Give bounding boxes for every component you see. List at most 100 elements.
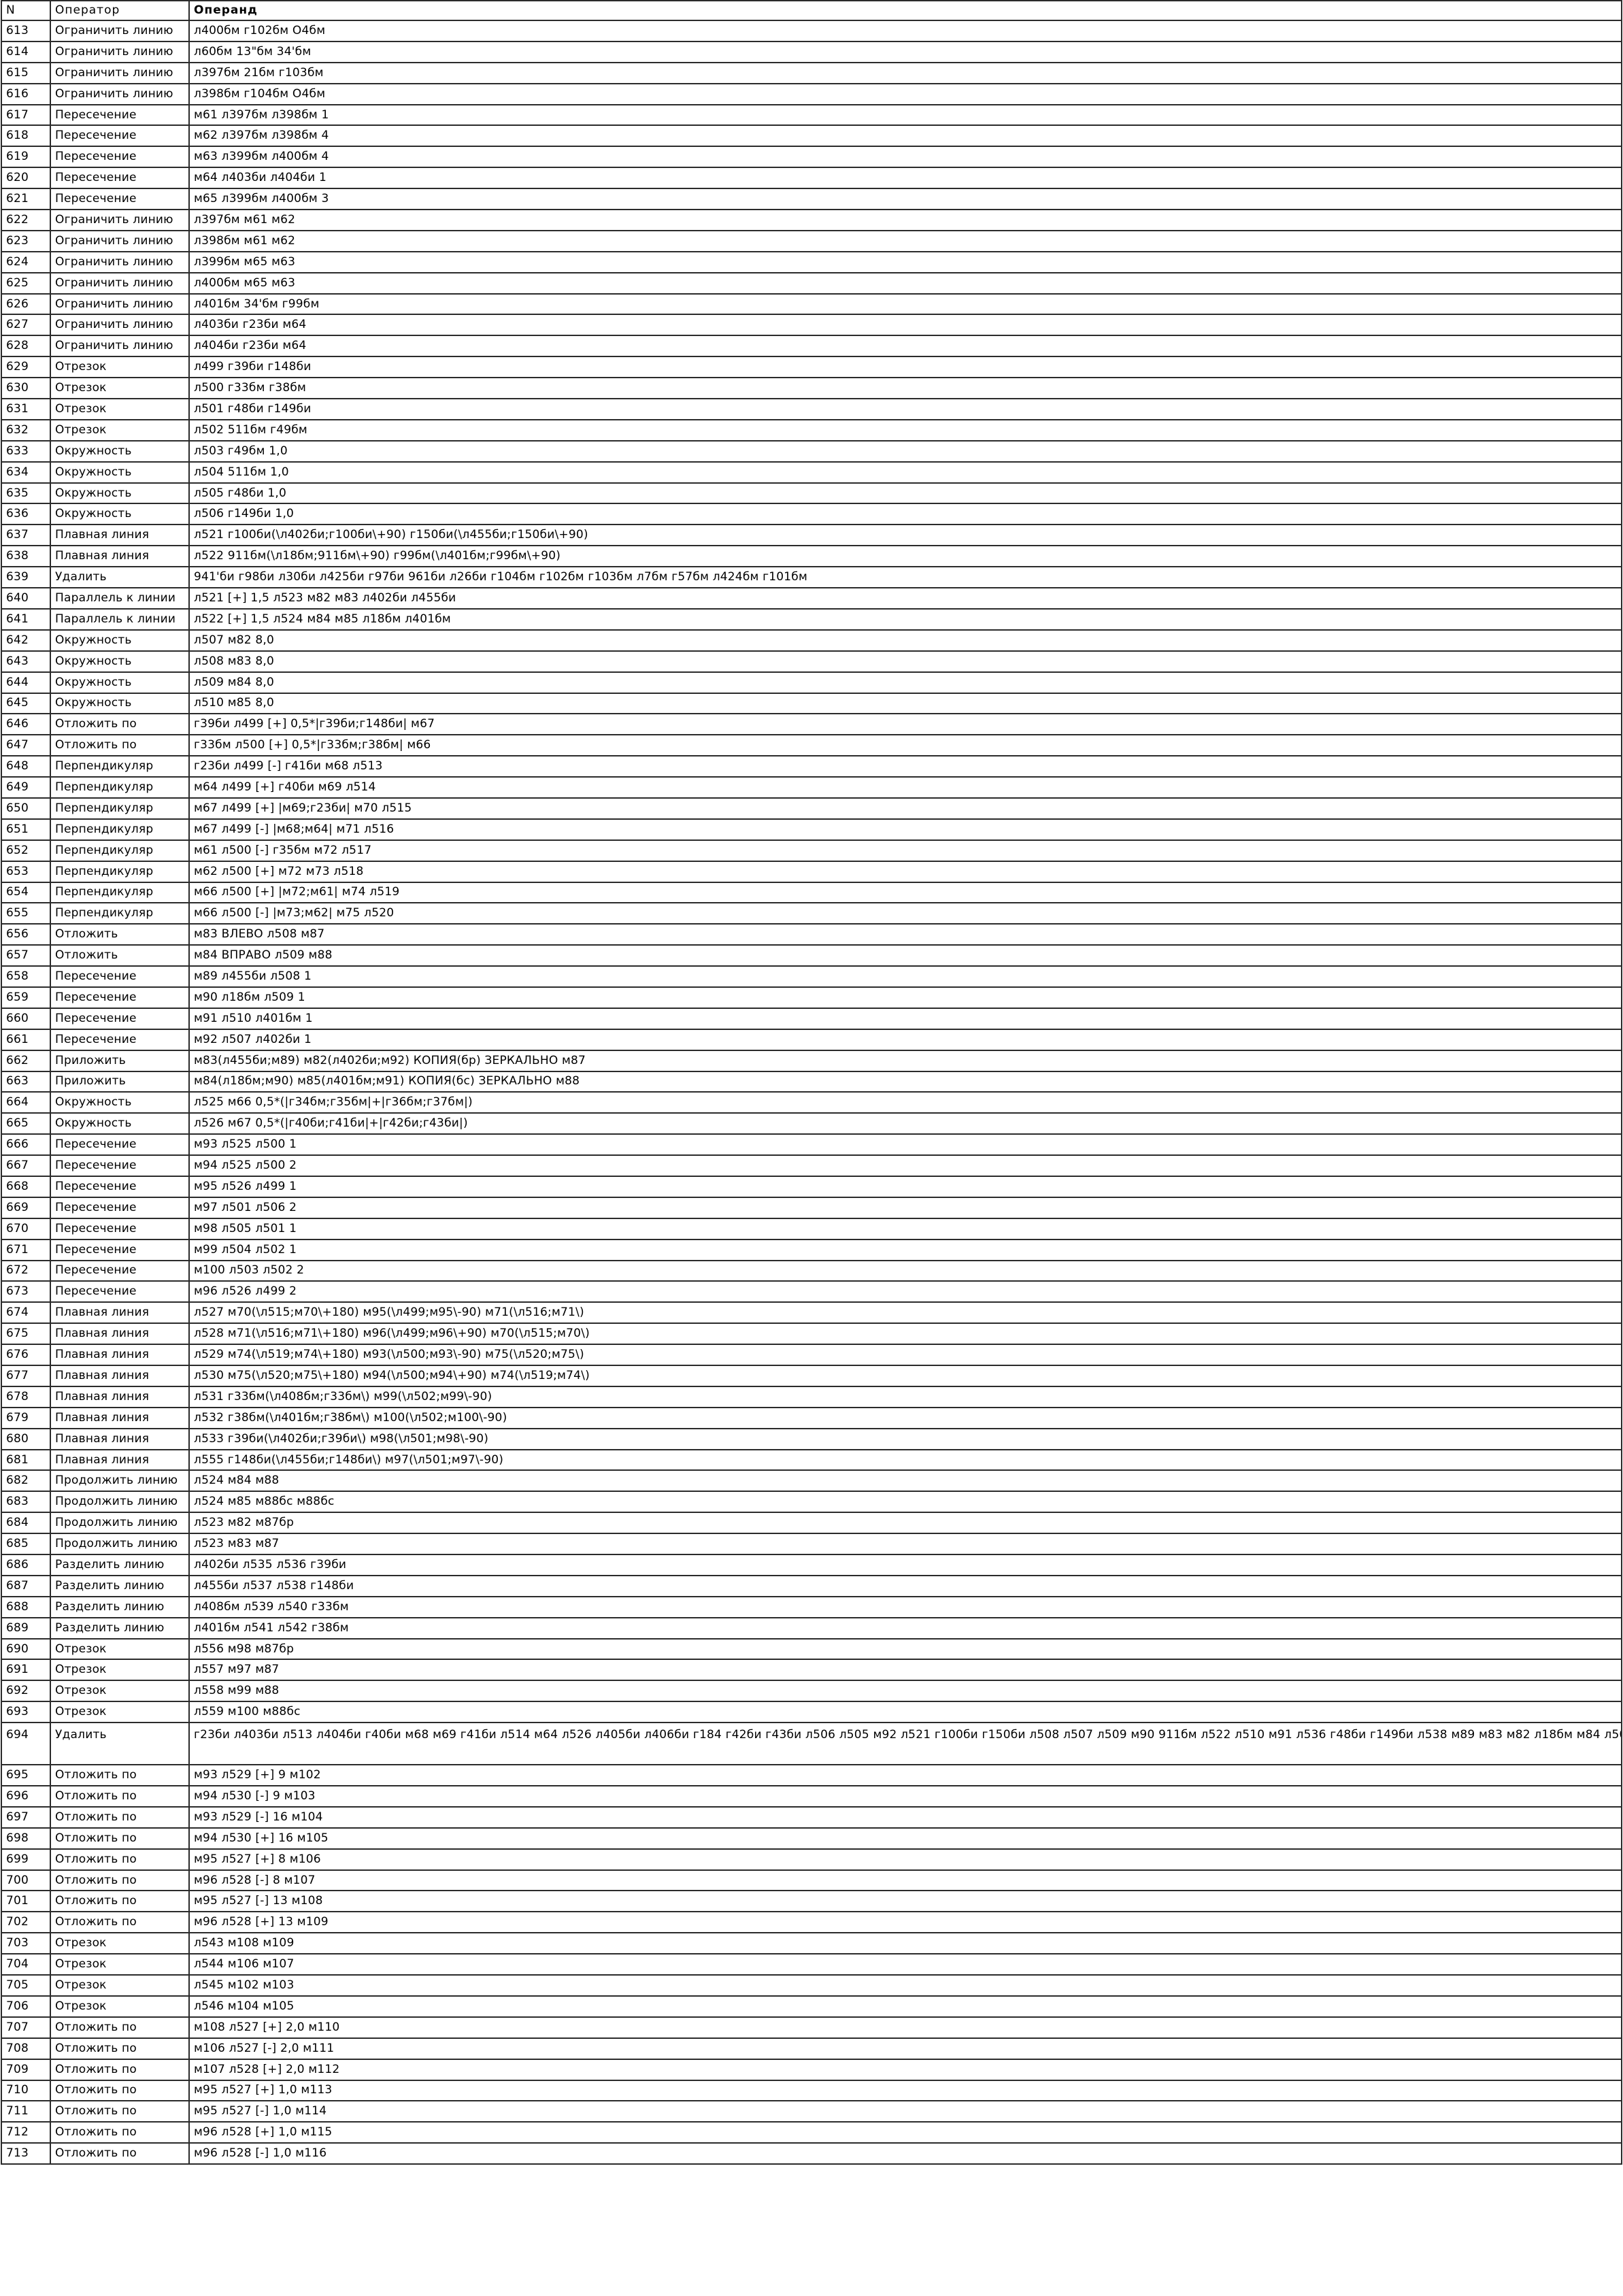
cell-operand[interactable]: м95 л526 л499 1 [188,1175,1622,1198]
cell-number[interactable]: 689 [1,1616,51,1640]
table-row[interactable]: 659 Пересечение м90 л18бм л509 1 [1,986,1622,1009]
cell-number[interactable]: 618 [1,124,51,148]
cell-number[interactable]: 664 [1,1091,51,1114]
cell-operand[interactable]: м93 л529 [-] 16 м104 [188,1806,1622,1829]
table-row[interactable]: 621 Пересечение м65 л399бм л400бм 3 [1,188,1622,211]
table-row[interactable]: 633 Окружность л503 г49бм 1,0 [1,439,1622,463]
table-row[interactable]: 706 Отрезок л546 м104 м105 [1,1995,1622,2018]
cell-operator[interactable]: Плавная линия [50,1448,190,1471]
cell-operator[interactable]: Перпендикуляр [50,797,190,820]
cell-operand[interactable]: л522 [+] 1,5 л524 м84 м85 л18бм л401бм [188,608,1622,631]
table-row[interactable]: 713 Отложить по м96 л528 [-] 1,0 м116 [1,2142,1622,2165]
cell-number[interactable]: 620 [1,167,51,190]
table-row[interactable]: 687 Разделить линию л455би л537 л538 г148б… [1,1574,1622,1597]
cell-operand[interactable]: л398бм м61 м62 [188,229,1622,252]
cell-operator[interactable]: Разделить линию [50,1554,190,1576]
cell-number[interactable]: 644 [1,671,51,694]
cell-number[interactable]: 667 [1,1154,51,1177]
table-row[interactable]: 667 Пересечение м94 л525 л500 2 [1,1154,1622,1177]
cell-number[interactable]: 657 [1,944,51,967]
table-row[interactable]: 684 Продолжить линию л523 м82 м87бр [1,1512,1622,1535]
table-row[interactable]: 689 Разделить линию л401бм л541 л542 г38бм [1,1616,1622,1640]
table-row[interactable]: 692 Отрезок л558 м99 м88 [1,1680,1622,1703]
cell-operator[interactable]: Перпендикуляр [50,755,190,778]
cell-operator[interactable]: Продолжить линию [50,1533,190,1556]
cell-operand[interactable]: л402би л535 л536 г39би [188,1554,1622,1576]
cell-operator[interactable]: Отложить по [50,713,190,736]
table-row[interactable]: 620 Пересечение м64 л403би л404би 1 [1,167,1622,190]
cell-number[interactable]: 672 [1,1259,51,1282]
cell-number[interactable]: 653 [1,860,51,883]
table-row[interactable]: 663 Приложить м84(л18бм;м90) м85(л401бм;м9… [1,1070,1622,1093]
cell-number[interactable]: 613 [1,20,51,42]
cell-operand[interactable]: л558 м99 м88 [188,1680,1622,1703]
cell-operator[interactable]: Отложить по [50,1827,190,1850]
cell-operand[interactable]: л524 м84 м88 [188,1469,1622,1493]
cell-number[interactable]: 673 [1,1280,51,1303]
cell-number[interactable]: 659 [1,986,51,1009]
cell-operator[interactable]: Пересечение [50,965,190,988]
cell-operator[interactable]: Продолжить линию [50,1469,190,1493]
table-row[interactable]: 694 Удалить г23би л403би л513 л404би г40би… [1,1722,1622,1766]
table-row[interactable]: 619 Пересечение м63 л399бм л400бм 4 [1,146,1622,169]
cell-number[interactable]: 629 [1,356,51,379]
cell-operator[interactable]: Пересечение [50,103,190,127]
cell-operator[interactable]: Окружность [50,671,190,694]
cell-operand[interactable]: г39би л499 [+] 0,5*|г39би;г148би| м67 [188,713,1622,736]
table-row[interactable]: 657 Отложить м84 ВПРАВО л509 м88 [1,944,1622,967]
table-row[interactable]: 629 Отрезок л499 г39би г148би [1,356,1622,379]
cell-operand[interactable]: м62 л500 [+] м72 м73 л518 [188,860,1622,883]
cell-operand[interactable]: л398бм г104бм О4бм [188,82,1622,105]
table-row[interactable]: 654 Перпендикуляр м66 л500 [+] |м72;м61| м… [1,881,1622,904]
cell-operand[interactable]: м67 л499 [+] |м69;г23би| м70 л515 [188,797,1622,820]
cell-operator[interactable]: Пересечение [50,1238,190,1261]
cell-operand[interactable]: л545 м102 м103 [188,1974,1622,1997]
cell-operand[interactable]: м94 л530 [-] 9 м103 [188,1785,1622,1808]
cell-operand[interactable]: л397бм 21бм г103бм [188,61,1622,84]
cell-operator[interactable]: Пересечение [50,1028,190,1051]
cell-operand[interactable]: л502 511бм г49бм [188,418,1622,442]
cell-number[interactable]: 635 [1,482,51,505]
table-row[interactable]: 646 Отложить по г39би л499 [+] 0,5*|г39би;… [1,713,1622,736]
table-row[interactable]: 637 Плавная линия л521 г100би(\л402би;г100… [1,524,1622,547]
cell-operator[interactable]: Окружность [50,629,190,652]
cell-operator[interactable]: Окружность [50,1112,190,1135]
cell-operator[interactable]: Удалить [50,566,190,589]
cell-number[interactable]: 655 [1,902,51,925]
cell-operator[interactable]: Ограничить линию [50,293,190,316]
table-row[interactable]: 614 Ограничить линию л60бм 13"бм 34'бм [1,40,1622,63]
cell-operand[interactable]: м66 л500 [+] |м72;м61| м74 л519 [188,881,1622,904]
cell-number[interactable]: 710 [1,2079,51,2102]
table-row[interactable]: 685 Продолжить линию л523 м83 м87 [1,1533,1622,1556]
cell-number[interactable]: 678 [1,1385,51,1408]
cell-operand[interactable]: л401бм 34'бм г99бм [188,293,1622,316]
cell-number[interactable]: 623 [1,229,51,252]
cell-operand[interactable]: л503 г49бм 1,0 [188,439,1622,463]
cell-operator[interactable]: Плавная линия [50,1365,190,1387]
cell-number[interactable]: 632 [1,418,51,442]
table-row[interactable]: 673 Пересечение м96 л526 л499 2 [1,1280,1622,1303]
cell-number[interactable]: 694 [1,1722,51,1766]
cell-number[interactable]: 699 [1,1848,51,1871]
cell-operator[interactable]: Отложить по [50,1869,190,1892]
cell-operator[interactable]: Перпендикуляр [50,839,190,862]
cell-operand[interactable]: м93 л529 [+] 9 м102 [188,1764,1622,1787]
table-row[interactable]: 709 Отложить по м107 л528 [+] 2,0 м112 [1,2058,1622,2081]
cell-number[interactable]: 662 [1,1049,51,1072]
cell-number[interactable]: 651 [1,818,51,841]
cell-operand[interactable]: л525 м66 0,5*(|г34бм;г35бм|+|г36бм;г37бм… [188,1091,1622,1114]
table-row[interactable]: 648 Перпендикуляр г23би л499 [-] г41би м68… [1,755,1622,778]
cell-number[interactable]: 617 [1,103,51,127]
cell-operator[interactable]: Окружность [50,439,190,463]
cell-number[interactable]: 631 [1,398,51,420]
cell-number[interactable]: 668 [1,1175,51,1198]
cell-number[interactable]: 708 [1,2037,51,2060]
cell-operator[interactable]: Приложить [50,1070,190,1093]
cell-operator[interactable]: Отложить по [50,1911,190,1934]
cell-number[interactable]: 696 [1,1785,51,1808]
cell-operand[interactable]: л399бм м65 м63 [188,250,1622,273]
cell-operator[interactable]: Пересечение [50,1217,190,1240]
table-row[interactable]: 700 Отложить по м96 л528 [-] 8 м107 [1,1869,1622,1892]
cell-operator[interactable]: Удалить [50,1722,190,1766]
cell-operand[interactable]: м96 л528 [-] 8 м107 [188,1869,1622,1892]
